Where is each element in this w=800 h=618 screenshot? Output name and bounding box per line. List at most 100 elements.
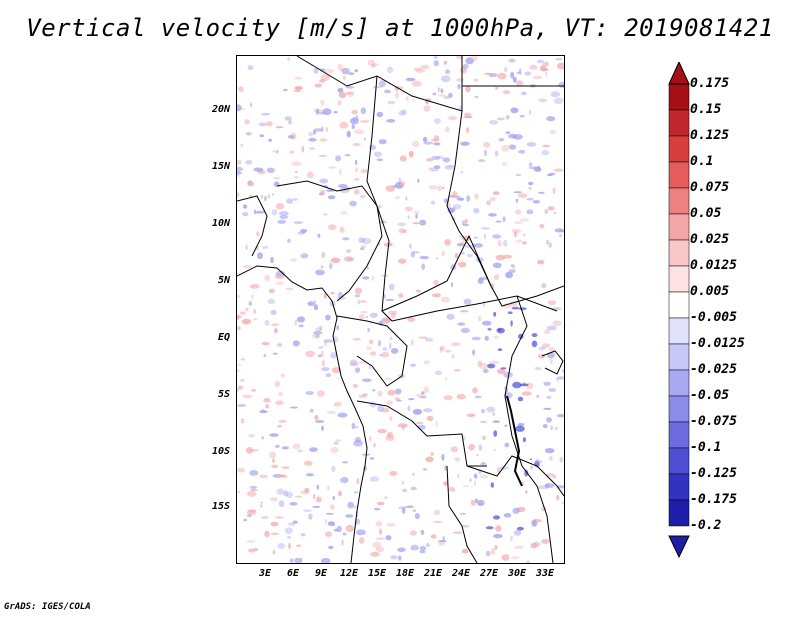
field-speckle <box>275 444 280 448</box>
field-speckle <box>529 109 532 115</box>
field-speckle <box>511 306 520 310</box>
field-speckle <box>486 200 491 206</box>
field-speckle <box>428 167 435 170</box>
field-speckle <box>558 81 564 88</box>
field-speckle <box>352 383 358 389</box>
field-speckle <box>306 171 314 179</box>
field-speckle <box>545 70 548 78</box>
field-speckle <box>331 465 336 473</box>
field-speckle <box>270 309 277 315</box>
field-speckle <box>557 376 564 380</box>
field-speckle <box>435 257 439 260</box>
field-speckle <box>530 542 538 549</box>
field-speckle <box>316 496 322 503</box>
field-speckle <box>246 514 252 518</box>
field-speckle <box>442 186 445 190</box>
field-speckle <box>547 173 553 177</box>
field-speckle <box>260 504 263 508</box>
field-speckle <box>353 440 363 447</box>
field-speckle <box>401 480 405 485</box>
field-speckle <box>239 311 246 315</box>
field-speckle <box>512 507 520 514</box>
field-speckle <box>376 111 384 118</box>
field-speckle <box>320 99 325 106</box>
field-speckle <box>542 144 550 148</box>
field-speckle <box>556 494 560 501</box>
field-speckle <box>537 353 546 359</box>
field-speckle <box>387 310 398 315</box>
field-speckle <box>314 414 319 421</box>
field-speckle <box>433 60 439 67</box>
country-borders <box>237 56 564 563</box>
field-speckle <box>317 354 323 358</box>
colorbar-boxes <box>668 83 690 527</box>
field-speckle <box>445 349 452 353</box>
field-speckle <box>264 196 267 202</box>
field-speckle <box>316 108 319 115</box>
field-speckle <box>247 509 257 513</box>
field-speckle <box>315 334 320 338</box>
field-speckle <box>538 98 547 103</box>
field-speckle <box>347 501 355 509</box>
field-speckle <box>369 339 374 345</box>
field-speckle <box>289 150 294 154</box>
field-speckle <box>483 141 491 148</box>
field-speckle <box>321 425 325 431</box>
field-speckle <box>492 234 502 239</box>
field-speckle <box>333 111 338 114</box>
field-speckle <box>432 92 437 96</box>
field-speckle <box>419 396 427 399</box>
field-speckle <box>377 205 382 209</box>
field-speckle <box>349 117 359 125</box>
lat-label: 5S <box>217 389 230 400</box>
field-speckle <box>293 89 302 92</box>
field-speckle <box>423 360 430 365</box>
field-speckle <box>407 215 410 220</box>
field-speckle <box>333 402 340 407</box>
field-speckle <box>410 251 416 258</box>
lon-label: 33E <box>535 568 555 579</box>
field-speckle <box>408 398 415 401</box>
colorbar-box <box>668 473 690 501</box>
grads-credit: GrADS: IGES/COLA <box>4 602 91 612</box>
field-speckle <box>336 325 340 331</box>
field-speckle <box>298 324 304 328</box>
field-speckle <box>470 499 477 506</box>
field-speckle <box>330 352 337 359</box>
lon-label: 30E <box>507 568 527 579</box>
field-speckle <box>237 369 240 372</box>
field-speckle <box>340 211 348 215</box>
field-speckle <box>270 256 274 264</box>
field-speckle <box>492 411 496 417</box>
field-speckle <box>430 452 434 456</box>
field-speckle <box>457 261 467 268</box>
field-speckle <box>465 57 474 65</box>
colorbar-box <box>668 447 690 475</box>
field-speckle <box>411 80 422 87</box>
field-speckle <box>270 521 279 527</box>
field-speckle <box>240 358 246 361</box>
field-speckle <box>524 469 529 477</box>
field-speckle <box>517 422 525 427</box>
field-speckle <box>388 283 395 291</box>
field-speckle <box>349 362 359 367</box>
colorbar-label: 0.125 <box>690 128 730 143</box>
field-speckle <box>459 512 467 515</box>
field-speckle <box>442 536 445 541</box>
field-speckle <box>354 129 364 135</box>
field-speckle <box>353 189 360 195</box>
field-speckle <box>535 460 543 464</box>
field-speckle <box>390 555 398 560</box>
field-speckle <box>292 198 298 201</box>
field-speckle <box>544 329 551 335</box>
field-speckle <box>529 458 532 461</box>
field-speckle <box>543 381 551 386</box>
field-speckle <box>237 170 240 177</box>
field-speckle <box>315 269 325 276</box>
field-speckle <box>521 91 527 96</box>
lon-label: 24E <box>451 568 471 579</box>
field-speckle <box>289 406 298 409</box>
field-speckle <box>300 253 309 259</box>
field-speckle <box>434 370 443 376</box>
lon-label: 15E <box>367 568 387 579</box>
